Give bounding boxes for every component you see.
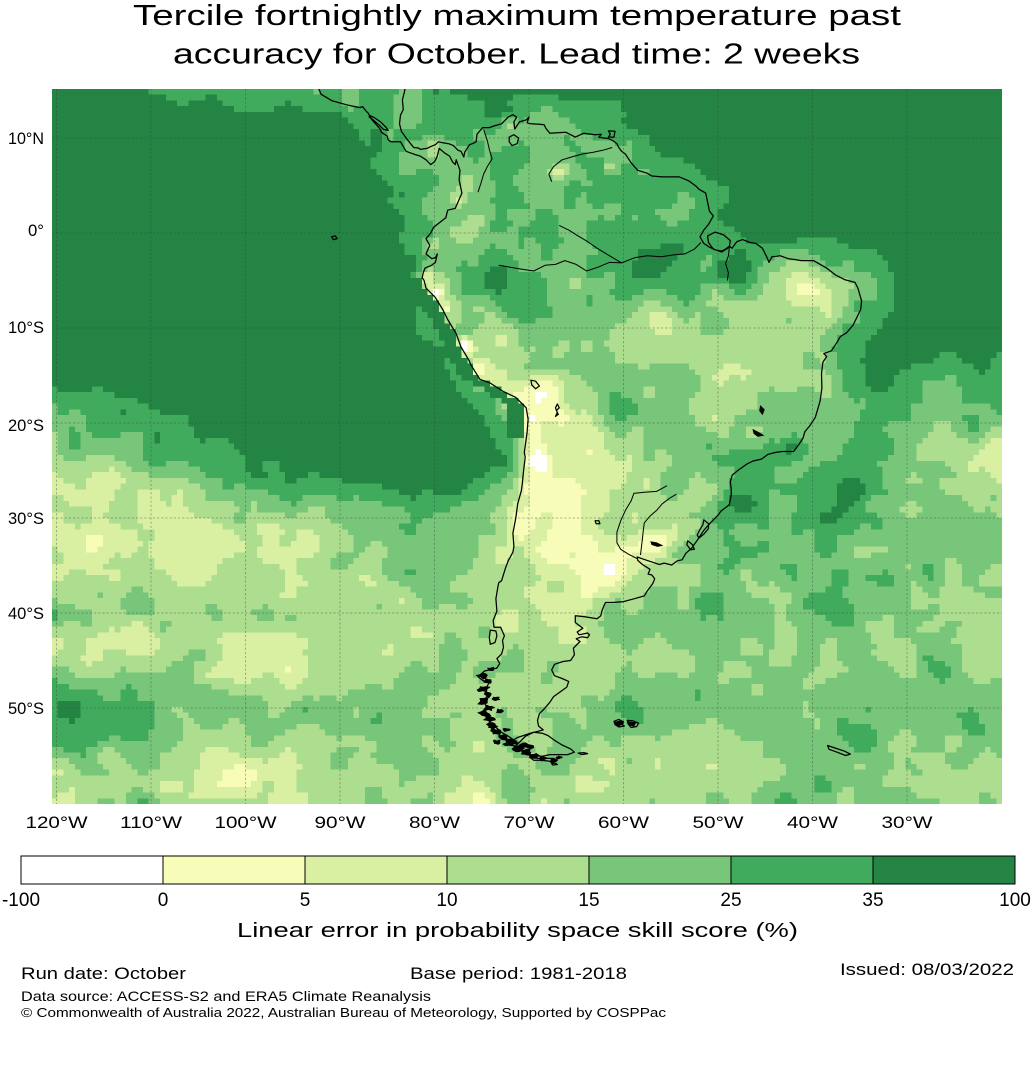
svg-text:15: 15	[578, 890, 599, 911]
svg-text:10°S: 10°S	[8, 318, 44, 337]
svg-text:50°S: 50°S	[8, 699, 44, 718]
svg-text:Data source: ACCESS-S2 and ERA: Data source: ACCESS-S2 and ERA5 Climate …	[21, 988, 431, 1004]
svg-text:Tercile fortnightly maximum te: Tercile fortnightly maximum temperature …	[133, 0, 901, 32]
svg-text:accuracy for October. Lead tim: accuracy for October. Lead time: 2 weeks	[173, 39, 860, 71]
svg-text:80°W: 80°W	[409, 813, 460, 832]
svg-text:120°W: 120°W	[26, 813, 88, 832]
svg-text:20°S: 20°S	[8, 416, 44, 435]
svg-text:110°W: 110°W	[120, 813, 182, 832]
svg-text:100°W: 100°W	[215, 813, 277, 832]
svg-text:40°S: 40°S	[8, 604, 44, 623]
svg-text:50°W: 50°W	[693, 813, 744, 832]
svg-text:Linear error in probability sp: Linear error in probability space skill …	[237, 919, 798, 942]
svg-text:40°W: 40°W	[787, 813, 838, 832]
svg-text:100: 100	[999, 890, 1031, 911]
svg-text:30°S: 30°S	[8, 509, 44, 528]
svg-text:0°: 0°	[28, 221, 44, 240]
svg-text:70°W: 70°W	[504, 813, 555, 832]
svg-text:-100: -100	[2, 890, 40, 911]
svg-text:35: 35	[862, 890, 883, 911]
svg-text:25: 25	[720, 890, 741, 911]
svg-text:60°W: 60°W	[598, 813, 649, 832]
svg-text:Base period: 1981-2018: Base period: 1981-2018	[410, 965, 627, 983]
svg-text:Run date: October: Run date: October	[21, 965, 187, 983]
svg-text:10°N: 10°N	[8, 129, 44, 148]
svg-text:10: 10	[436, 890, 457, 911]
svg-text:5: 5	[300, 890, 311, 911]
svg-text:90°W: 90°W	[315, 813, 366, 832]
svg-text:© Commonwealth of Australia 20: © Commonwealth of Australia 2022, Austra…	[21, 1006, 666, 1020]
svg-text:Issued: 08/03/2022: Issued: 08/03/2022	[840, 961, 1014, 979]
svg-text:0: 0	[158, 890, 169, 911]
svg-text:30°W: 30°W	[882, 813, 933, 832]
